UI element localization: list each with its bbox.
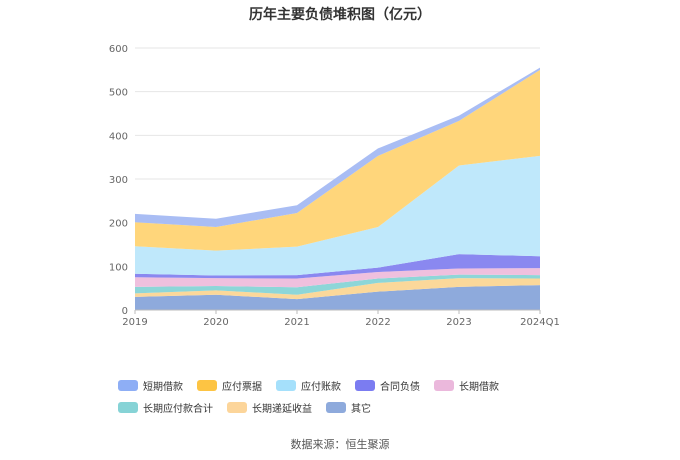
y-tick-label: 200 [109,219,128,230]
legend-item[interactable]: 长期借款 [434,378,499,393]
legend-swatch [355,379,375,391]
x-tick-label: 2021 [284,317,309,328]
x-tick-label: 2024Q1 [520,317,560,328]
x-tick-label: 2019 [122,317,147,328]
y-tick-label: 600 [109,44,128,55]
legend-swatch [227,401,247,413]
x-tick-label: 2020 [203,317,228,328]
legend-swatch [118,379,138,391]
area-series-应付账款 [135,155,540,276]
legend-label: 其它 [351,403,371,415]
legend-item[interactable]: 合同负债 [355,378,420,393]
legend-label: 合同负债 [380,381,420,393]
x-tick-label: 2022 [365,317,390,328]
legend-swatch [434,379,454,391]
legend-item[interactable]: 长期应付款合计 [118,400,213,415]
legend-swatch [326,401,346,413]
data-source: 数据来源：恒生聚源 [290,438,390,451]
area-series-其它 [135,285,540,310]
area-series-合同负债 [135,254,540,279]
y-tick-label: 400 [109,131,128,142]
chart-title: 历年主要负债堆积图（亿元） [249,7,431,23]
legend-swatch [276,379,296,391]
legend-swatch [118,401,138,413]
axes: 0 100 200 300 400 500 600 2019 2020 2021 2022 2023 2… [109,44,560,328]
area-series-长期应付款合计 [135,274,540,295]
area-series-长期借款 [135,268,540,288]
x-tick-label: 2023 [446,317,471,328]
legend-item[interactable]: 应付票据 [197,378,262,393]
legend-item[interactable]: 应付账款 [276,378,341,393]
legend-label: 长期递延收益 [252,403,312,415]
legend-label: 长期借款 [459,381,499,393]
legend: 短期借款 应付票据 应付账款 合同负债 长期借款长期应付款合计 长期递延收益 其它 [118,378,578,415]
legend-label: 应付账款 [301,381,341,393]
area-series-长期递延收益 [135,278,540,300]
area-series-应付票据 [135,69,540,251]
y-tick-label: 500 [109,88,128,99]
legend-label: 短期借款 [143,381,183,393]
legend-item[interactable]: 短期借款 [118,378,183,393]
y-tick-label: 100 [109,262,128,273]
y-tick-label: 300 [109,175,128,186]
legend-label: 长期应付款合计 [143,403,213,415]
area-series [135,67,540,310]
legend-item[interactable]: 长期递延收益 [227,400,312,415]
legend-label: 应付票据 [222,381,262,393]
legend-item[interactable]: 其它 [326,400,371,415]
legend-swatch [197,379,217,391]
y-tick-label: 0 [122,306,128,317]
